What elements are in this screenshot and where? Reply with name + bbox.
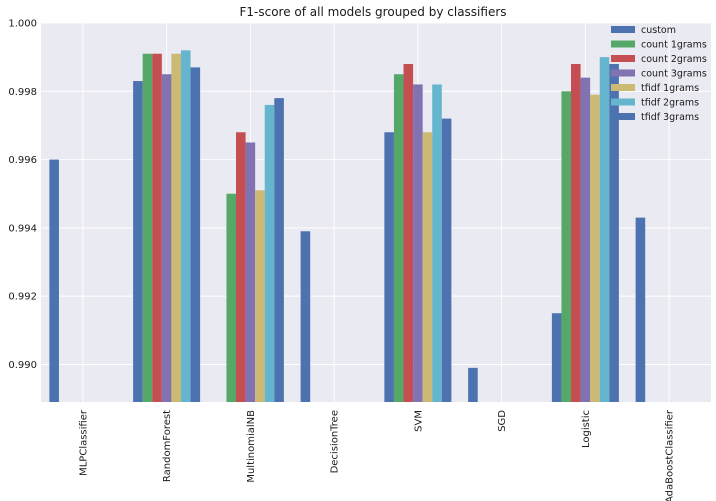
y-axis-ticks: 0.990 0.992 0.994 0.996 0.998 1.000: [8, 19, 37, 371]
x-tick-label: RandomForest: [162, 410, 173, 482]
legend-swatch: [611, 40, 635, 48]
bar: [300, 231, 311, 402]
bar: [393, 74, 404, 402]
legend-swatch: [611, 69, 635, 77]
y-tick-label: 0.992: [8, 292, 37, 303]
bar: [403, 63, 414, 403]
legend-swatch: [611, 26, 635, 33]
bar: [441, 118, 452, 402]
bar: [599, 57, 610, 403]
chart-title: F1-score of all models grouped by classi…: [239, 5, 506, 19]
y-tick-label: 0.998: [8, 87, 37, 98]
bar: [180, 50, 191, 403]
bar: [245, 142, 256, 402]
bar: [255, 190, 265, 402]
bar: [384, 132, 394, 402]
bar: [468, 367, 478, 402]
x-tick-label: MultinomialNB: [246, 410, 257, 483]
bars: [49, 50, 646, 403]
bar: [590, 94, 600, 403]
legend-label: tfidf 1grams: [641, 83, 699, 94]
bar: [635, 217, 646, 402]
legend-label: tfidf 3grams: [641, 112, 699, 123]
x-tick-label: Logistic: [581, 410, 592, 448]
legend-swatch: [611, 98, 635, 106]
bar: [561, 91, 572, 402]
bar: [133, 81, 143, 402]
x-tick-label: SVM: [413, 410, 424, 432]
legend-swatch: [611, 84, 635, 91]
bar: [609, 63, 619, 403]
bar: [551, 313, 562, 402]
legend-label: count 3grams: [641, 69, 707, 80]
legend-swatch: [611, 113, 635, 120]
y-tick-label: 0.994: [8, 223, 37, 234]
legend-swatch: [611, 55, 635, 62]
x-axis-ticks: MLPClassifier RandomForest MultinomialNB De…: [78, 409, 675, 501]
bar: [171, 53, 181, 402]
bar: [236, 132, 246, 402]
y-tick-label: 0.990: [8, 360, 37, 371]
bar: [190, 67, 201, 402]
x-tick-label: AdaBoostClassifier: [665, 409, 676, 501]
bar: [580, 77, 591, 403]
bar: [49, 159, 59, 402]
x-tick-label: MLPClassifier: [78, 409, 89, 476]
y-tick-label: 0.996: [8, 155, 37, 166]
x-tick-label: SGD: [497, 410, 508, 432]
bar: [161, 74, 172, 402]
bar: [571, 63, 581, 403]
y-tick-label: 1.000: [8, 19, 37, 30]
bar: [413, 84, 423, 402]
bar: [422, 132, 433, 402]
legend-label: count 1grams: [641, 40, 707, 51]
legend-label: count 2grams: [641, 54, 707, 65]
bar: [432, 84, 442, 402]
x-tick-label: DecisionTree: [330, 410, 341, 473]
legend: custom count 1grams count 2grams count 3gra…: [611, 25, 707, 123]
legend-label: custom: [641, 25, 676, 36]
legend-label: tfidf 2grams: [641, 98, 699, 109]
bar: [152, 53, 162, 402]
bar: [264, 104, 275, 402]
bar: [142, 53, 153, 402]
bar: [226, 193, 237, 402]
bar: [274, 98, 284, 402]
